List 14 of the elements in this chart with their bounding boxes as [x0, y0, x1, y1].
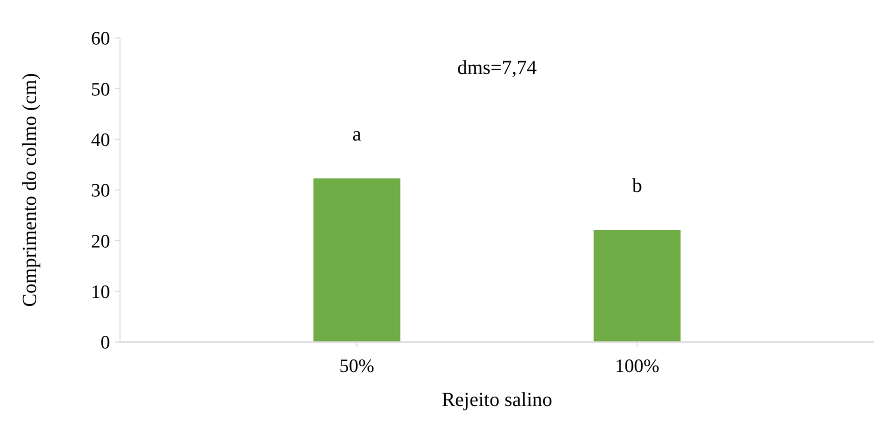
- y-tick-label: 10: [91, 282, 110, 303]
- x-tick-label: 50%: [339, 356, 374, 377]
- y-tick-label: 50: [91, 79, 110, 100]
- y-tick-label: 60: [91, 28, 110, 50]
- x-axis-title: Rejeito salino: [442, 389, 552, 411]
- y-axis-title: Comprimento do colmo (cm): [19, 73, 41, 307]
- annotation: dms=7,74: [457, 57, 537, 79]
- y-tick-label: 30: [91, 180, 110, 202]
- y-tick-label: 0: [100, 332, 110, 354]
- x-tick-label: 100%: [614, 356, 660, 377]
- y-tick-label: 20: [91, 231, 110, 252]
- annotation: b: [632, 175, 642, 198]
- annotation: a: [352, 123, 362, 146]
- y-tick-label: 40: [91, 130, 110, 151]
